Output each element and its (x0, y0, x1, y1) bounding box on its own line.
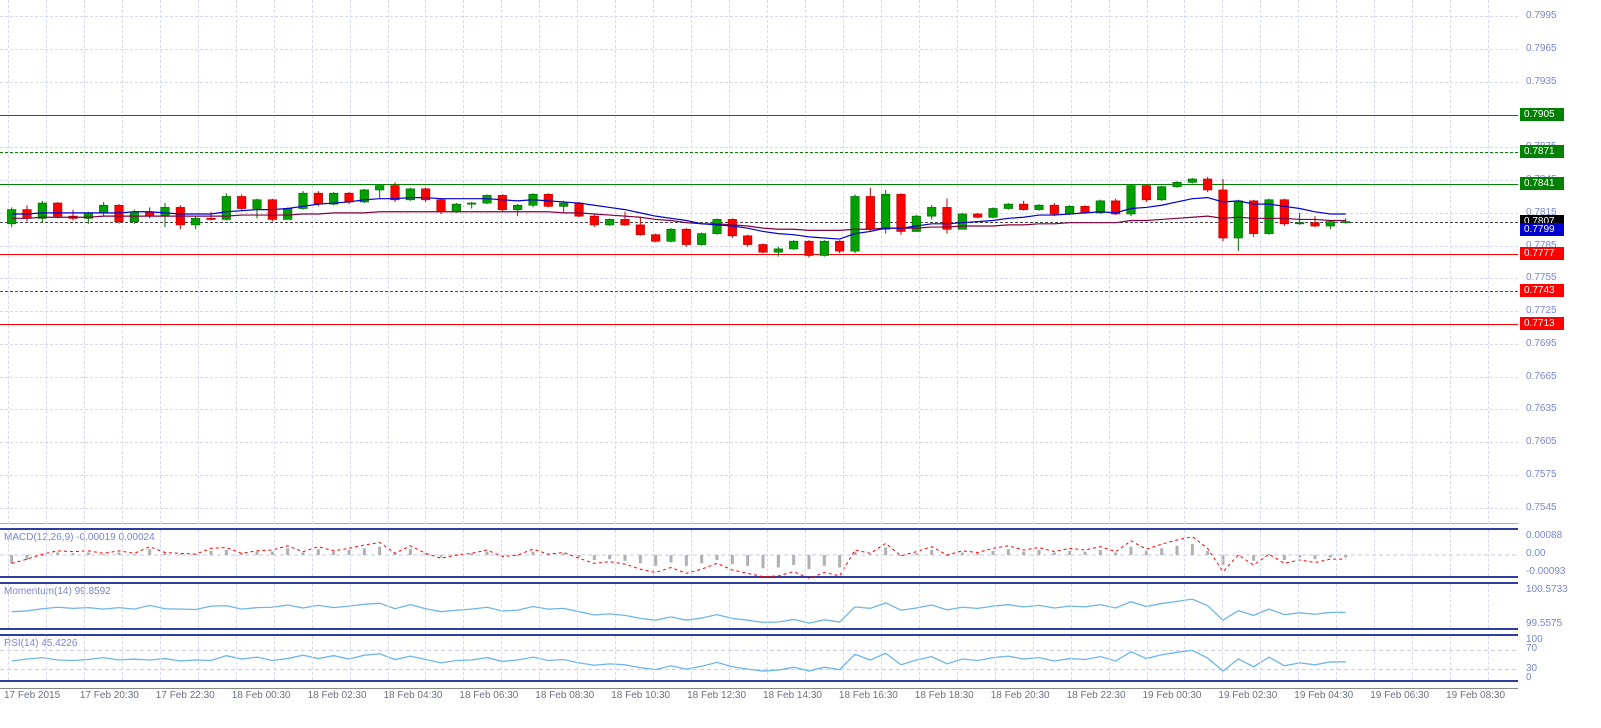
panel-tick-label: -0.00093 (1526, 566, 1565, 577)
price-tag: 0.7799 (1520, 223, 1564, 236)
panel-tick-label: 99.5575 (1526, 618, 1562, 629)
price-tag: 0.7841 (1520, 177, 1564, 190)
x-axis-time: 17 Feb 201517 Feb 20:3017 Feb 22:3018 Fe… (0, 688, 1518, 728)
y-tick-label: 0.7635 (1526, 403, 1557, 414)
price-tag: 0.7905 (1520, 108, 1564, 121)
price-tag: 0.7713 (1520, 317, 1564, 330)
y-tick-label: 0.7995 (1526, 10, 1557, 21)
rsi-svg (0, 636, 1518, 684)
y-tick-label: 0.7545 (1526, 502, 1557, 513)
y-tick-label: 0.7755 (1526, 272, 1557, 283)
price-tag: 0.7777 (1520, 247, 1564, 260)
y-tick-label: 0.7665 (1526, 371, 1557, 382)
y-axis-price: 0.7545 0.7575 0.7605 0.7635 0.7665 0.7695 0.77… (1518, 0, 1601, 524)
momentum-panel[interactable]: Momentum(14) 99.8592 (0, 582, 1518, 630)
main-price-chart[interactable] (0, 0, 1518, 524)
y-tick-label: 0.7725 (1526, 305, 1557, 316)
macd-svg (0, 530, 1518, 580)
panel-tick-label: 100.5733 (1526, 584, 1568, 595)
y-tick-label: 0.7965 (1526, 43, 1557, 54)
price-tag: 0.7871 (1520, 145, 1564, 158)
macd-panel[interactable]: MACD(12,26,9) -0.00019 0.00024 (0, 528, 1518, 578)
chart-root: 0.7545 0.7575 0.7605 0.7635 0.7665 0.7695 0.77… (0, 0, 1601, 728)
y-tick-label: 0.7935 (1526, 76, 1557, 87)
rsi-panel[interactable]: RSI(14) 45.4226 (0, 634, 1518, 682)
panel-tick-label: 0.00 (1526, 548, 1545, 559)
y-tick-label: 0.7575 (1526, 469, 1557, 480)
price-tag: 0.7743 (1520, 284, 1564, 297)
panel-tick-label: 70 (1526, 643, 1537, 654)
momentum-svg (0, 584, 1518, 632)
panel-tick-label: 0 (1526, 672, 1532, 683)
price-svg (0, 0, 1518, 524)
y-tick-label: 0.7695 (1526, 338, 1557, 349)
panel-tick-label: 0.00088 (1526, 530, 1562, 541)
y-tick-label: 0.7605 (1526, 436, 1557, 447)
